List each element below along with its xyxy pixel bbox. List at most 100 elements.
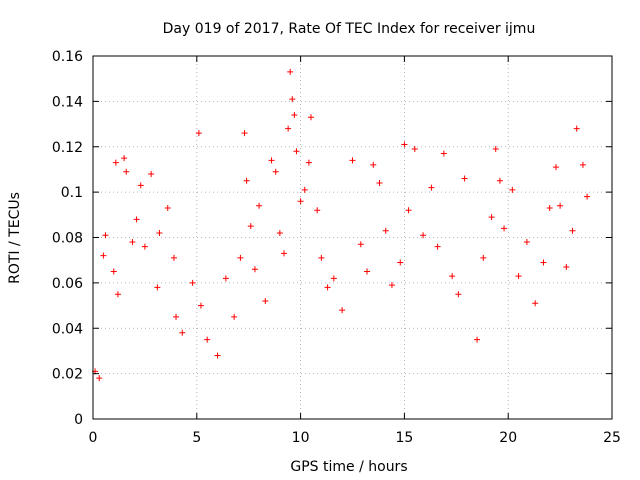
data-point (388, 282, 395, 289)
data-point (204, 336, 211, 343)
data-point (330, 275, 337, 282)
data-point (540, 259, 547, 266)
x-axis-label: GPS time / hours (290, 459, 407, 475)
data-point (552, 164, 559, 171)
data-point (110, 268, 117, 275)
y-tick-label: 0.1 (61, 185, 83, 201)
data-point (449, 273, 456, 280)
data-point (237, 254, 244, 261)
y-tick-label: 0 (74, 412, 83, 428)
x-tick-label: 15 (395, 430, 413, 446)
data-point (189, 279, 196, 286)
data-point (272, 168, 279, 175)
data-point (141, 243, 148, 250)
data-point (307, 114, 314, 121)
data-point (293, 148, 300, 155)
data-point (434, 243, 441, 250)
data-point (285, 125, 292, 132)
data-point (461, 175, 468, 182)
x-tick-label: 10 (292, 430, 310, 446)
data-point (492, 146, 499, 153)
data-point (370, 161, 377, 168)
y-tick-label: 0.12 (52, 140, 83, 156)
y-tick-label: 0.02 (52, 367, 83, 383)
x-tick-label: 25 (603, 430, 621, 446)
data-point (405, 207, 412, 214)
data-point (195, 130, 202, 137)
data-point (276, 229, 283, 236)
plot-frame (92, 55, 613, 420)
x-tick-label: 5 (192, 430, 201, 446)
data-points (92, 68, 591, 382)
y-tick-label: 0.06 (52, 276, 83, 292)
data-point (231, 313, 238, 320)
data-point (241, 130, 248, 137)
data-point (474, 336, 481, 343)
data-point (455, 291, 462, 298)
data-point (515, 273, 522, 280)
data-point (546, 205, 553, 212)
data-point (584, 193, 591, 200)
x-tick-label: 0 (89, 430, 98, 446)
data-point (523, 239, 530, 246)
data-point (247, 223, 254, 230)
data-point (268, 157, 275, 164)
data-point (291, 111, 298, 118)
data-point (112, 159, 119, 166)
data-point (349, 157, 356, 164)
data-point (100, 252, 107, 259)
y-tick-label: 0.14 (52, 94, 83, 110)
chart-title: Day 019 of 2017, Rate Of TEC Index for r… (163, 21, 536, 37)
data-point (262, 298, 269, 305)
y-tick-label: 0.04 (52, 321, 83, 337)
data-point (154, 284, 161, 291)
data-point (509, 186, 516, 193)
data-point (243, 177, 250, 184)
data-point (222, 275, 229, 282)
data-point (214, 352, 221, 359)
data-point (569, 227, 576, 234)
data-point (102, 232, 109, 239)
data-point (501, 225, 508, 232)
grid (93, 56, 612, 419)
data-point (480, 254, 487, 261)
data-point (133, 216, 140, 223)
data-point (114, 291, 121, 298)
data-point (173, 313, 180, 320)
data-point (301, 186, 308, 193)
data-point (280, 250, 287, 257)
data-point (121, 155, 128, 162)
data-point (256, 202, 263, 209)
data-point (488, 214, 495, 221)
data-point (411, 146, 418, 153)
data-point (96, 375, 103, 382)
data-point (397, 259, 404, 266)
data-point (251, 266, 258, 273)
data-point (440, 150, 447, 157)
data-point (428, 184, 435, 191)
data-point (324, 284, 331, 291)
data-point (179, 329, 186, 336)
data-point (420, 232, 427, 239)
data-point (563, 263, 570, 270)
y-tick-label: 0.08 (52, 231, 83, 247)
data-point (318, 254, 325, 261)
data-point (148, 170, 155, 177)
data-point (287, 68, 294, 75)
data-point (156, 229, 163, 236)
data-point (314, 207, 321, 214)
data-point (339, 307, 346, 314)
data-point (297, 198, 304, 205)
x-tick-label: 20 (499, 430, 517, 446)
data-point (557, 202, 564, 209)
data-point (579, 161, 586, 168)
data-point (164, 205, 171, 212)
data-point (496, 177, 503, 184)
data-point (129, 239, 136, 246)
data-point (573, 125, 580, 132)
y-axis-label: ROTI / TECUs (7, 192, 23, 284)
data-point (382, 227, 389, 234)
data-point (123, 168, 130, 175)
data-point (305, 159, 312, 166)
